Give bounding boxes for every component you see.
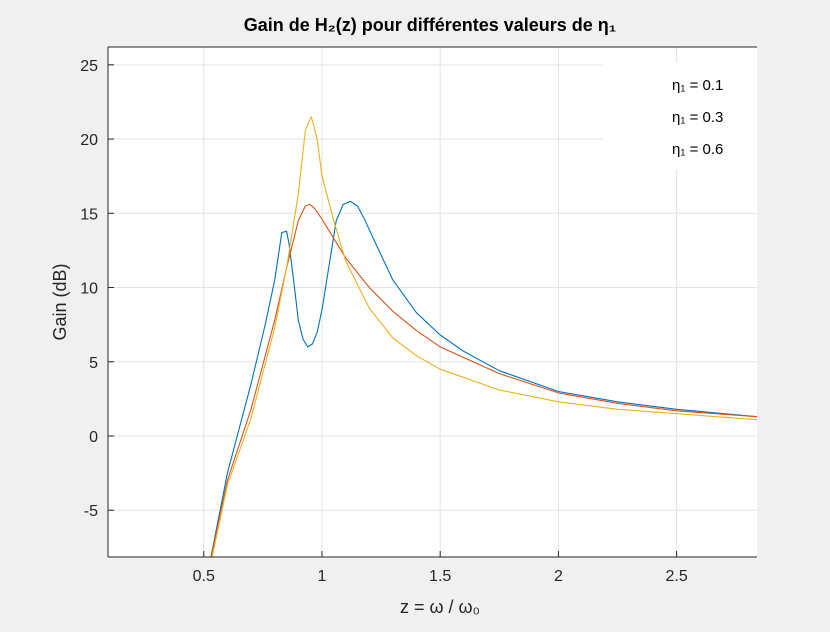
series-line (211, 116, 757, 557)
legend-entry: η₁ = 0.6 (672, 141, 723, 158)
y-tick-label: -5 (84, 503, 98, 520)
y-tick-label: 20 (80, 132, 98, 149)
legend-box (603, 62, 757, 170)
legend: η₁ = 0.1 η₁ = 0.3 η₁ = 0.6 (603, 62, 757, 170)
x-tick-label: 2.5 (665, 568, 687, 585)
legend-entry: η₁ = 0.3 (672, 109, 723, 126)
chart-title: Gain de H₂(z) pour différentes valeurs d… (244, 15, 617, 35)
series-line (210, 203, 757, 557)
x-tick-label: 1.5 (429, 568, 451, 585)
series-line (210, 200, 757, 557)
axes: 0.5 1 1.5 2 2.5 -5 0 5 10 15 20 25 (80, 46, 757, 585)
y-tick-label: 25 (80, 58, 98, 75)
y-tick-label: 0 (89, 429, 98, 446)
y-tick-label: 15 (80, 206, 98, 223)
x-tick-label: 2 (554, 568, 563, 585)
x-tick-label: 0.5 (193, 568, 215, 585)
y-tick-label: 5 (89, 355, 98, 372)
x-tick-label: 1 (318, 568, 327, 585)
series-lines (210, 116, 757, 557)
x-axis-label: z = ω / ω₀ (400, 597, 480, 617)
legend-entry: η₁ = 0.1 (672, 77, 723, 94)
y-axis-label: Gain (dB) (50, 263, 70, 340)
y-tick-label: 10 (80, 281, 98, 298)
